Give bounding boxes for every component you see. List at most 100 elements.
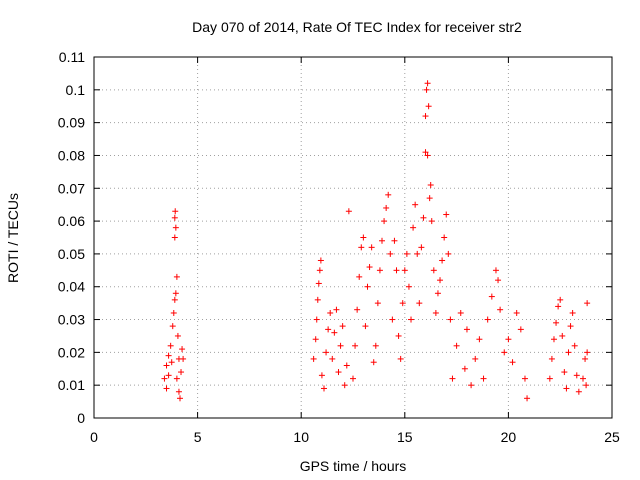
data-point	[445, 250, 452, 257]
data-point	[389, 316, 396, 323]
data-point	[362, 323, 369, 330]
axis-ticks	[93, 56, 613, 419]
data-point	[453, 342, 460, 349]
data-point	[393, 267, 400, 274]
x-tick-label: 10	[293, 429, 309, 445]
data-point	[381, 218, 388, 225]
data-point	[437, 277, 444, 284]
x-tick-label: 25	[604, 429, 620, 445]
data-point	[161, 375, 168, 382]
data-point	[428, 218, 435, 225]
data-point	[579, 375, 586, 382]
y-tick-label: 0	[77, 410, 85, 426]
data-point	[418, 244, 425, 251]
data-point	[313, 316, 320, 323]
data-point	[403, 250, 410, 257]
data-point	[165, 352, 172, 359]
data-point	[333, 306, 340, 313]
data-point	[449, 375, 456, 382]
data-point	[317, 257, 324, 264]
data-point	[495, 277, 502, 284]
data-point	[461, 365, 468, 372]
data-point	[167, 342, 174, 349]
data-point	[416, 300, 423, 307]
data-point	[370, 359, 377, 366]
data-point	[397, 355, 404, 362]
data-point	[163, 362, 170, 369]
x-tick-label: 0	[90, 429, 98, 445]
x-tick-label: 20	[501, 429, 517, 445]
data-point	[331, 329, 338, 336]
data-point	[376, 267, 383, 274]
y-tick-labels: 0 0.01 0.02 0.03 0.04 0.05 0.06 0.07 0.08 0.09 0.1…	[58, 49, 85, 426]
data-point	[173, 273, 180, 280]
data-point	[463, 326, 470, 333]
data-point	[169, 323, 176, 330]
data-point	[385, 191, 392, 198]
data-point	[412, 201, 419, 208]
data-point	[457, 309, 464, 316]
data-point	[327, 309, 334, 316]
data-point	[172, 290, 179, 297]
y-tick-label: 0.01	[58, 377, 85, 393]
data-point	[443, 211, 450, 218]
data-point	[354, 306, 361, 313]
data-point	[546, 375, 553, 382]
data-point	[341, 382, 348, 389]
data-point	[561, 369, 568, 376]
data-point	[391, 237, 398, 244]
data-point	[468, 382, 475, 389]
data-point	[422, 149, 429, 156]
data-point	[173, 375, 180, 382]
data-point	[434, 290, 441, 297]
data-point	[316, 267, 323, 274]
data-point	[559, 332, 566, 339]
data-point	[171, 214, 178, 221]
data-point	[565, 349, 572, 356]
data-point	[315, 280, 322, 287]
data-point	[372, 342, 379, 349]
data-point	[335, 369, 342, 376]
chart-title: Day 070 of 2014, Rate Of TEC Index for r…	[192, 19, 522, 35]
y-tick-label: 0.08	[58, 147, 85, 163]
data-point	[472, 355, 479, 362]
data-point	[401, 267, 408, 274]
data-point	[410, 224, 417, 231]
data-point	[426, 195, 433, 202]
data-point	[492, 267, 499, 274]
data-point	[557, 296, 564, 303]
data-point	[343, 362, 350, 369]
x-tick-label: 5	[194, 429, 202, 445]
data-point	[318, 372, 325, 379]
y-axis-title: ROTI / TECUs	[5, 193, 21, 283]
data-point	[567, 323, 574, 330]
y-tick-label: 0.1	[66, 82, 86, 98]
data-point	[424, 152, 431, 159]
data-point	[422, 113, 429, 120]
data-point	[337, 342, 344, 349]
data-point	[414, 250, 421, 257]
data-point	[320, 385, 327, 392]
data-point	[501, 349, 508, 356]
data-point	[488, 293, 495, 300]
data-point	[314, 296, 321, 303]
y-tick-label: 0.11	[59, 49, 85, 65]
data-point	[180, 355, 187, 362]
y-tick-label: 0.03	[58, 312, 85, 328]
data-point	[480, 375, 487, 382]
data-point	[395, 332, 402, 339]
y-tick-label: 0.02	[58, 344, 85, 360]
data-point	[584, 349, 591, 356]
data-point	[163, 385, 170, 392]
data-point	[476, 336, 483, 343]
data-point	[165, 372, 172, 379]
data-point	[356, 273, 363, 280]
data-point	[513, 309, 520, 316]
data-point	[425, 103, 432, 110]
data-point	[548, 355, 555, 362]
data-point	[350, 375, 356, 382]
x-tick-label: 15	[397, 429, 413, 445]
data-point	[583, 382, 590, 389]
data-point	[178, 369, 185, 376]
